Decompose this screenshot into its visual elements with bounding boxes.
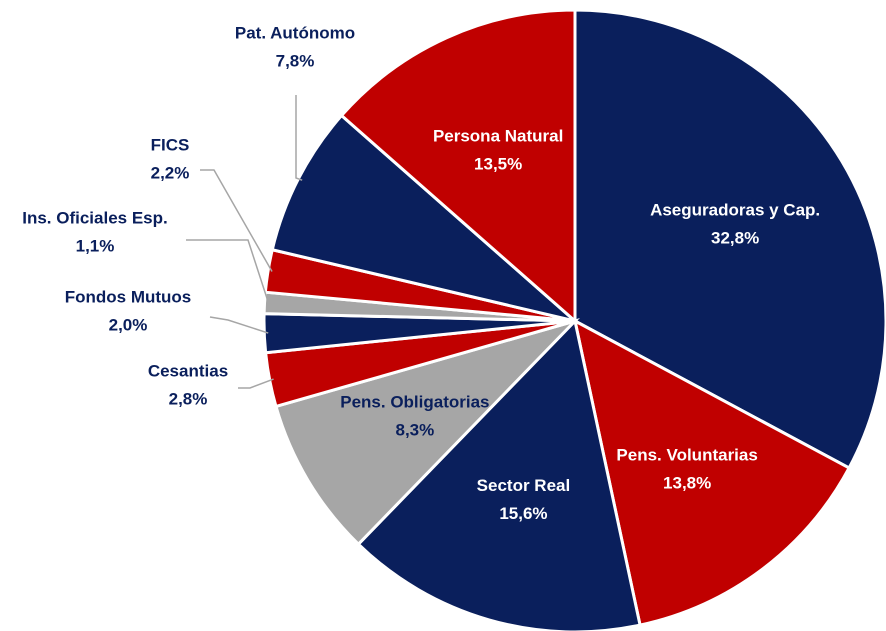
leader-line [238, 378, 274, 389]
leader-line [209, 316, 269, 334]
slice-label: Persona Natural [433, 126, 563, 145]
slice-label: Pat. Autónomo [235, 23, 355, 42]
pie-slice [274, 318, 580, 547]
leader-line [186, 239, 270, 304]
value-label: 1,1% [76, 236, 115, 255]
leader-line [295, 95, 303, 181]
pie-slice [356, 317, 642, 631]
pie-slice [573, 8, 886, 470]
pie-slice [572, 318, 852, 627]
value-label: 13,5% [474, 154, 522, 173]
leader-line [200, 169, 273, 272]
slice-label: Pens. Voluntarias [616, 446, 757, 465]
pie-slice [339, 8, 577, 325]
slice-label: Aseguradoras y Cap. [650, 201, 820, 220]
value-label: 2,2% [151, 163, 190, 182]
value-label: 15,6% [499, 504, 547, 523]
slice-label: Cesantias [148, 361, 228, 380]
slice-label: Ins. Oficiales Esp. [22, 208, 168, 227]
value-label: 2,0% [109, 315, 148, 334]
slice-label: Fondos Mutuos [65, 287, 192, 306]
value-label: 13,8% [663, 474, 711, 493]
slice-label: FICS [151, 135, 190, 154]
value-label: 32,8% [711, 229, 759, 248]
value-label: 7,8% [276, 51, 315, 70]
value-label: 8,3% [396, 420, 435, 439]
slice-label: Pens. Obligatorias [340, 392, 489, 411]
slice-label: Sector Real [477, 476, 571, 495]
value-label: 2,8% [169, 389, 208, 408]
